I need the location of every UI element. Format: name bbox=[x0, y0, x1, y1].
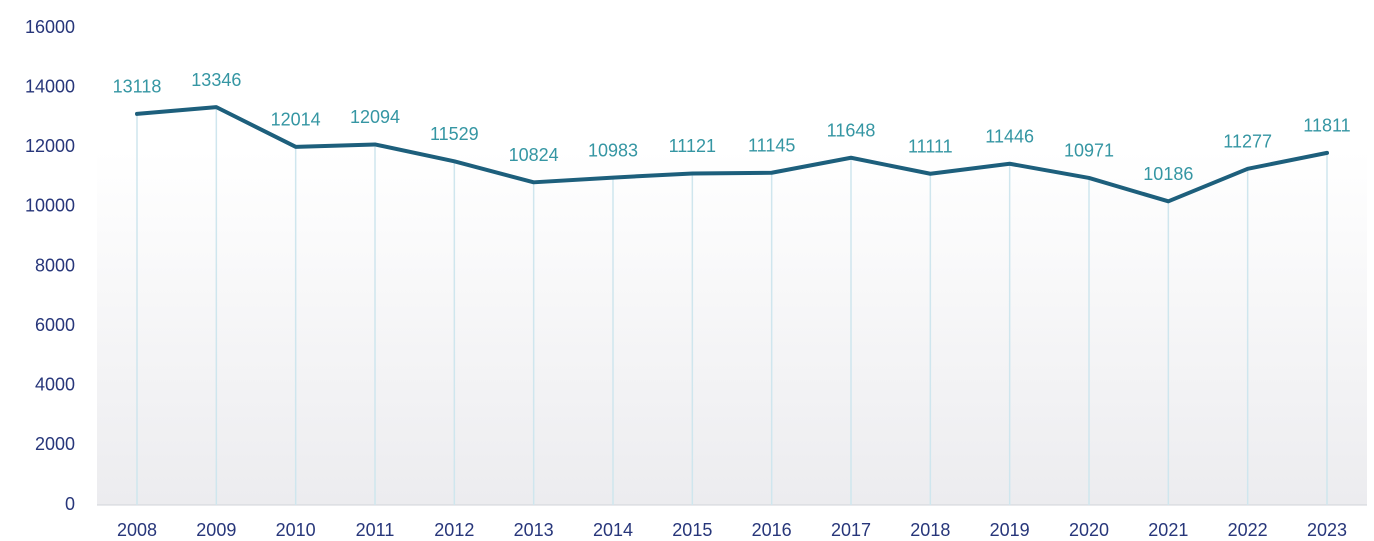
x-tick-label: 2015 bbox=[672, 520, 712, 540]
data-label: 12014 bbox=[271, 110, 321, 130]
y-tick-label: 4000 bbox=[35, 375, 75, 395]
data-label: 11446 bbox=[985, 127, 1034, 147]
x-tick-label: 2019 bbox=[990, 520, 1030, 540]
data-label: 11811 bbox=[1303, 116, 1350, 136]
data-label: 11529 bbox=[430, 124, 479, 144]
data-label: 10824 bbox=[509, 145, 559, 165]
line bbox=[135, 105, 1329, 204]
y-tick-label: 2000 bbox=[35, 434, 75, 454]
data-label: 10186 bbox=[1143, 164, 1193, 184]
y-tick-label: 6000 bbox=[35, 315, 75, 335]
x-tick-label: 2008 bbox=[117, 520, 157, 540]
x-tick-label: 2014 bbox=[593, 520, 633, 540]
data-label: 11145 bbox=[748, 135, 795, 155]
x-tick-label: 2023 bbox=[1307, 520, 1347, 540]
x-tick-label: 2009 bbox=[196, 520, 236, 540]
y-tick-label: 8000 bbox=[35, 255, 75, 275]
x-tick-label: 2010 bbox=[276, 520, 316, 540]
x-tick-label: 2021 bbox=[1148, 520, 1188, 540]
plot-background bbox=[97, 150, 1367, 505]
x-tick-label: 2018 bbox=[910, 520, 950, 540]
x-tick-label: 2013 bbox=[514, 520, 554, 540]
data-label: 12094 bbox=[350, 107, 400, 127]
y-tick-label: 10000 bbox=[25, 196, 75, 216]
data-label: 11648 bbox=[827, 120, 876, 140]
data-label: 13118 bbox=[113, 77, 162, 97]
x-tick-label: 2022 bbox=[1228, 520, 1268, 540]
data-label: 11277 bbox=[1223, 132, 1272, 152]
x-tick-label: 2012 bbox=[434, 520, 474, 540]
x-tick-label: 2017 bbox=[831, 520, 871, 540]
x-tick-label: 2020 bbox=[1069, 520, 1109, 540]
data-label: 13346 bbox=[191, 70, 241, 90]
data-label: 10983 bbox=[588, 140, 638, 160]
y-tick-label: 12000 bbox=[25, 136, 75, 156]
data-label: 11121 bbox=[669, 136, 716, 156]
x-tick-label: 2011 bbox=[356, 520, 395, 540]
data-label: 11111 bbox=[908, 137, 953, 157]
data-label: 10971 bbox=[1064, 141, 1114, 161]
y-tick-label: 16000 bbox=[25, 17, 75, 37]
x-tick-label: 2016 bbox=[752, 520, 792, 540]
y-tick-label: 0 bbox=[65, 494, 75, 514]
y-tick-label: 14000 bbox=[25, 76, 75, 96]
